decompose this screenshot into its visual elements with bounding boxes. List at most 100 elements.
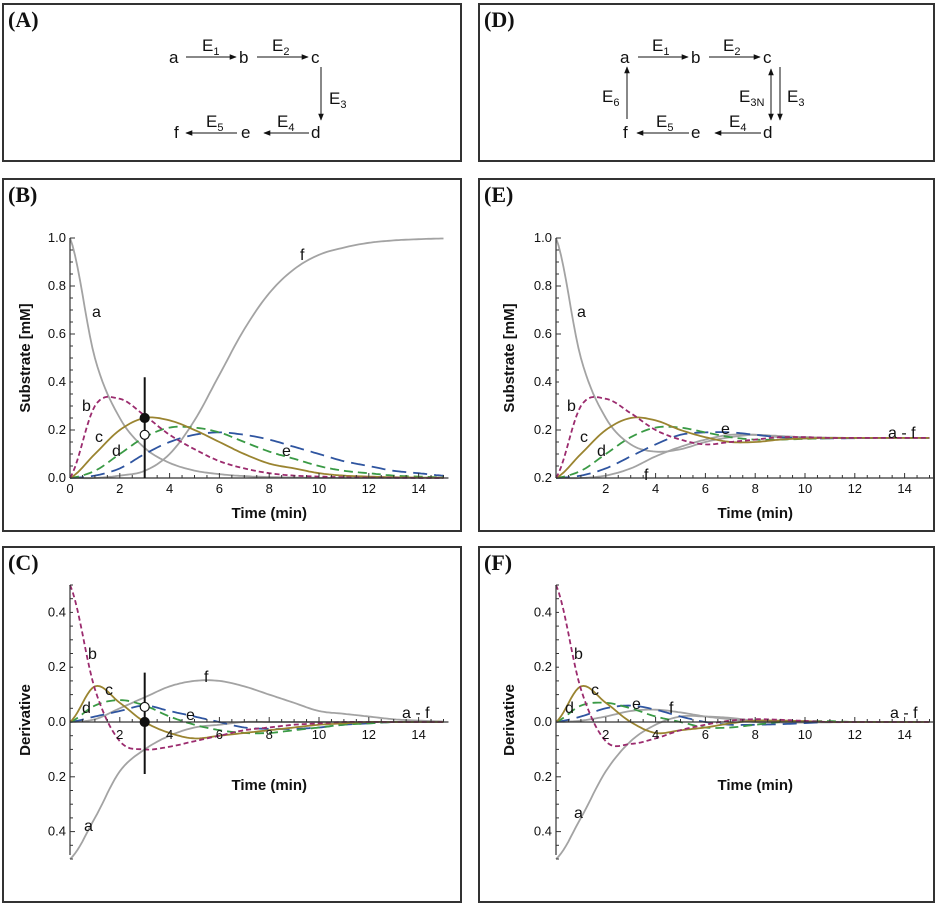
y-tick-label: 0.8	[534, 278, 552, 293]
curve-label-f: f	[204, 669, 209, 686]
node-a: a	[169, 48, 179, 67]
panel-c: (C) 2 4 6 8 10 12 14 0.4 0.2 0.0 0.2 0.4 Time (min) D…	[2, 546, 462, 903]
x-tick-label: 10	[798, 727, 812, 742]
filled-marker	[139, 412, 150, 424]
x-axis-title: Time (min)	[717, 777, 793, 794]
enzyme-e5: E5	[656, 112, 673, 134]
curve-label-a: a	[84, 818, 93, 835]
curve-label-f: f	[644, 467, 649, 484]
curve-label-a: a	[574, 805, 583, 822]
curve-label-e: e	[282, 443, 291, 460]
y-tick-label: 0.2	[48, 422, 66, 437]
curve-label-c: c	[95, 429, 103, 446]
series-line-f	[556, 433, 930, 480]
x-tick-label: 14	[411, 481, 425, 496]
y-tick-label: 0.4	[534, 824, 552, 839]
y-tick-label: 1.0	[534, 230, 552, 245]
open-marker	[139, 701, 150, 713]
x-tick-label: 8	[266, 481, 273, 496]
node-d: d	[311, 123, 320, 142]
panel-b: (B) 0 2 4 6 8 10 12 14 0.0 0.2 0.4 0.6 0.8 1.0 Time (m…	[2, 178, 462, 532]
curve-label-a: a	[577, 304, 586, 321]
enzyme-e2: E2	[723, 36, 740, 58]
x-tick-label: 4	[166, 481, 173, 496]
x-tick-label: 12	[848, 727, 862, 742]
curve-label-c: c	[580, 429, 588, 446]
panel-label: (A)	[8, 7, 39, 32]
x-tick-label: 10	[798, 481, 812, 496]
curve-label-c: c	[105, 682, 113, 699]
y-tick-label: 0.6	[48, 326, 66, 341]
series-line-c	[69, 684, 444, 740]
curve-label-f: f	[300, 247, 305, 264]
x-tick-label: 2	[602, 727, 609, 742]
y-tick-label: 0.4	[48, 604, 66, 619]
enzyme-e1: E1	[202, 36, 219, 58]
node-c: c	[763, 48, 772, 67]
pathway-diagram-linear: a b c d e f E1 E2 E3 E4 E5	[169, 36, 346, 142]
y-tick-label: 0.6	[534, 326, 552, 341]
series-line-e	[69, 704, 444, 730]
y-tick-label: 0.2	[534, 769, 552, 784]
panel-d: (D) a b c d e f E1 E2 E3 E4 E5 E6 E3N	[478, 3, 935, 162]
series-line-a	[555, 237, 930, 453]
y-tick-label: 0.4	[48, 824, 66, 839]
y-tick-label: 0.2	[48, 769, 66, 784]
chart-substrate-linear: 0 2 4 6 8 10 12 14 0.0 0.2 0.4 0.6 0.8 1.0 Time (min) S…	[17, 230, 449, 522]
node-a: a	[620, 48, 630, 67]
y-tick-label: 1.0	[48, 230, 66, 245]
x-tick-label: 12	[362, 727, 376, 742]
node-f: f	[174, 123, 179, 142]
node-e: e	[241, 123, 250, 142]
enzyme-e3: E3	[787, 87, 804, 109]
y-axis-title: Substrate [mM]	[17, 303, 34, 412]
node-b: b	[691, 48, 700, 67]
curve-label-e: e	[632, 696, 641, 713]
curve-label-b: b	[88, 646, 97, 663]
y-tick-label: 0.0	[534, 714, 552, 729]
x-axis-title: Time (min)	[231, 505, 307, 522]
node-e: e	[691, 123, 700, 142]
node-c: c	[311, 48, 320, 67]
panel-f: (F) 2 4 6 8 10 12 14 0.4 0.2 0.0 0.2 0.4 Time (min) D…	[478, 546, 935, 903]
x-tick-label: 0	[66, 481, 73, 496]
curve-label-a-f: a - f	[402, 705, 430, 722]
curve-label-d: d	[82, 700, 91, 717]
enzyme-e4: E4	[729, 112, 746, 134]
y-tick-label: 0.4	[534, 604, 552, 619]
x-tick-label: 12	[362, 481, 376, 496]
y-tick-label: 0.2	[534, 422, 552, 437]
panel-label: (B)	[8, 182, 38, 207]
y-tick-label: 0.2	[534, 659, 552, 674]
chart-derivative-cyclic: 2 4 6 8 10 12 14 0.4 0.2 0.0 0.2 0.4 Time (min) Deriv…	[501, 584, 935, 860]
series-line-c	[555, 416, 930, 479]
x-tick-label: 10	[312, 481, 326, 496]
x-tick-label: 4	[166, 727, 173, 742]
curve-label-d: d	[597, 443, 606, 460]
x-tick-label: 12	[848, 481, 862, 496]
x-axis-title: Time (min)	[717, 505, 793, 522]
y-tick-label: 0.0	[48, 470, 66, 485]
curve-label-f: f	[669, 700, 674, 717]
curve-label-b: b	[567, 398, 576, 415]
curve-label-c: c	[591, 682, 599, 699]
panel-e: (E) 2 4 6 8 10 12 14 0.2 0.2 0.4 0.6 0.8 1.0 Time (mi…	[478, 178, 935, 532]
x-tick-label: 6	[216, 727, 223, 742]
panel-label: (E)	[484, 182, 514, 207]
enzyme-e4: E4	[277, 112, 294, 134]
x-tick-label: 14	[411, 727, 425, 742]
y-tick-label: 0.2	[48, 659, 66, 674]
y-tick-label: 0.4	[534, 374, 552, 389]
x-tick-label: 8	[266, 727, 273, 742]
x-tick-label: 6	[702, 727, 709, 742]
x-tick-label: 10	[312, 727, 326, 742]
y-tick-label: 0.0	[48, 714, 66, 729]
curve-label-b: b	[574, 646, 583, 663]
panel-a: (A) a b c d e f E1 E2 E3 E4 E5	[2, 3, 462, 162]
x-tick-label: 2	[116, 481, 123, 496]
series-line-b	[555, 396, 930, 479]
chart-substrate-cyclic: 2 4 6 8 10 12 14 0.2 0.2 0.4 0.6 0.8 1.0 Time (min) Su…	[501, 230, 935, 522]
curve-label-e: e	[186, 707, 195, 724]
x-tick-label: 2	[602, 481, 609, 496]
open-marker	[139, 429, 150, 440]
